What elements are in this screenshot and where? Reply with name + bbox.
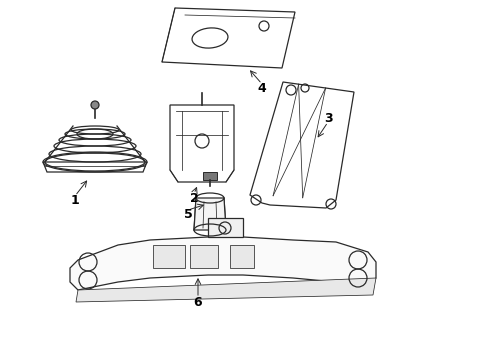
Polygon shape xyxy=(190,245,218,268)
Text: 1: 1 xyxy=(71,194,79,207)
Polygon shape xyxy=(70,237,376,290)
Polygon shape xyxy=(194,198,226,230)
Polygon shape xyxy=(230,245,254,268)
Polygon shape xyxy=(203,172,217,180)
Text: 5: 5 xyxy=(184,207,193,220)
Circle shape xyxy=(91,101,99,109)
Polygon shape xyxy=(208,218,243,237)
Text: 2: 2 xyxy=(190,192,198,204)
Polygon shape xyxy=(76,278,376,302)
Text: 6: 6 xyxy=(194,296,202,309)
Text: 4: 4 xyxy=(258,81,267,94)
Text: 3: 3 xyxy=(324,112,332,125)
Polygon shape xyxy=(153,245,185,268)
